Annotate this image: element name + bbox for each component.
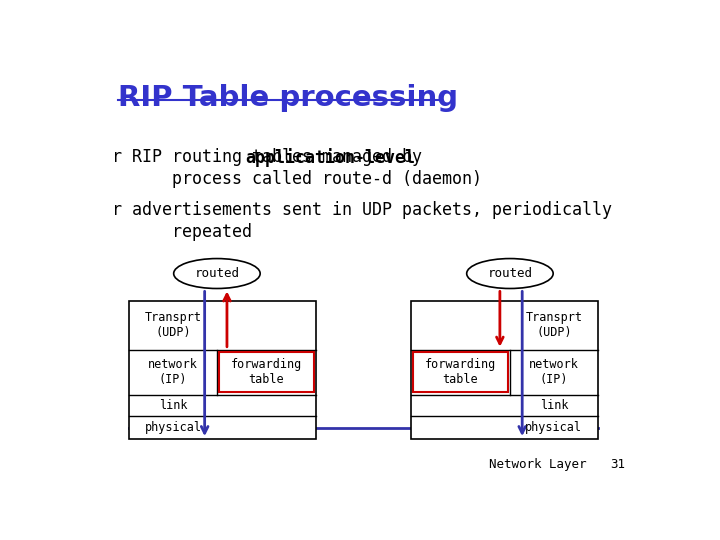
- Text: Network Layer: Network Layer: [489, 458, 587, 471]
- Bar: [411, 301, 598, 439]
- Text: Transprt
(UDP): Transprt (UDP): [145, 311, 202, 339]
- Text: routed: routed: [487, 267, 532, 280]
- Text: network
(IP): network (IP): [529, 358, 579, 386]
- Ellipse shape: [174, 259, 260, 288]
- Text: r: r: [112, 201, 122, 219]
- Text: link: link: [158, 399, 187, 412]
- Text: Transprt
(UDP): Transprt (UDP): [526, 311, 582, 339]
- Text: repeated: repeated: [132, 223, 252, 241]
- Bar: [413, 352, 508, 393]
- Text: r: r: [112, 148, 122, 166]
- Bar: [129, 301, 316, 439]
- Text: process called route-d (daemon): process called route-d (daemon): [132, 170, 482, 187]
- Ellipse shape: [467, 259, 553, 288]
- Text: physical: physical: [145, 421, 202, 434]
- Text: routed: routed: [194, 267, 240, 280]
- Text: forwarding
table: forwarding table: [231, 358, 302, 386]
- Text: 31: 31: [611, 458, 626, 471]
- Text: RIP Table processing: RIP Table processing: [118, 84, 458, 112]
- Text: RIP routing tables managed by: RIP routing tables managed by: [132, 148, 432, 166]
- Text: advertisements sent in UDP packets, periodically: advertisements sent in UDP packets, peri…: [132, 201, 612, 219]
- Text: link: link: [539, 399, 568, 412]
- Bar: [219, 352, 314, 393]
- Text: physical: physical: [526, 421, 582, 434]
- Text: application-level: application-level: [246, 148, 415, 167]
- Text: network
(IP): network (IP): [148, 358, 198, 386]
- Text: forwarding
table: forwarding table: [425, 358, 496, 386]
